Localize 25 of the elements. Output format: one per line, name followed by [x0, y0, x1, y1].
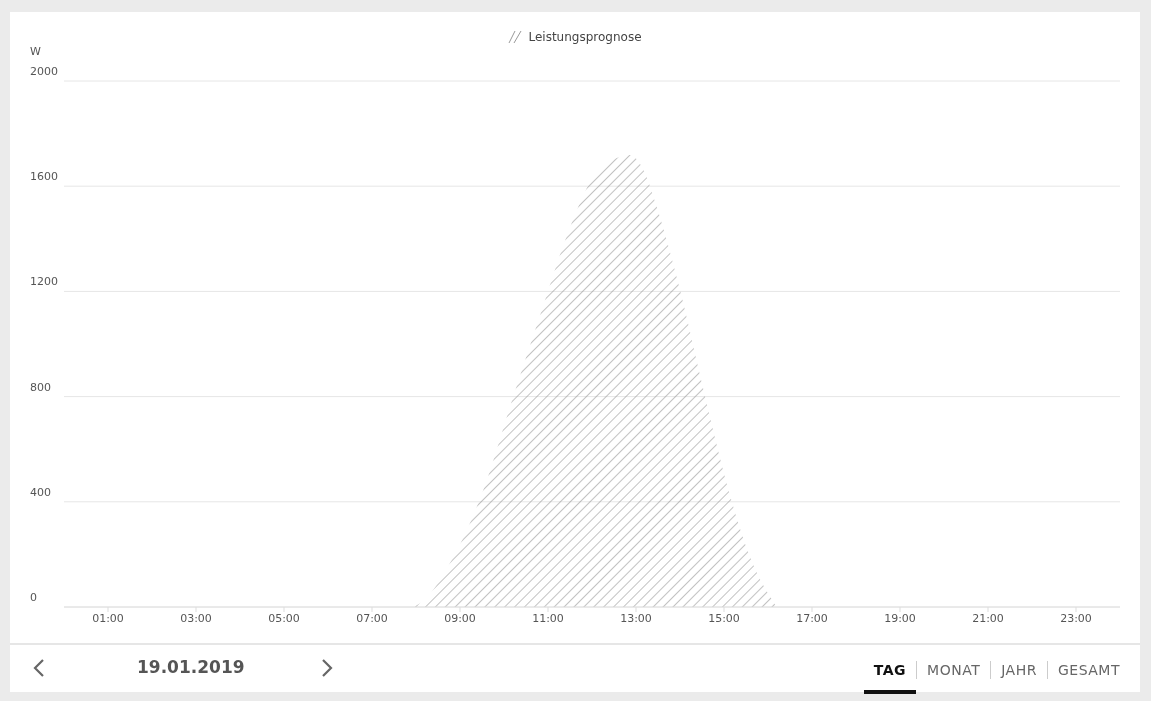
x-tick-label: 13:00 [620, 611, 652, 625]
x-tick-label: 05:00 [268, 611, 300, 625]
text: Leistungsprognose [528, 30, 642, 44]
text: MONAT [926, 660, 982, 680]
y-tick-label: 2000 [30, 65, 58, 78]
x-tick-label: 07:00 [356, 611, 388, 625]
text: 19.01.2019 [137, 657, 245, 677]
x-tick-label: 21:00 [972, 611, 1004, 625]
x-tick-label: 19:00 [884, 611, 916, 625]
y-tick-label: 1600 [30, 170, 58, 184]
x-tick-label: 15:00 [708, 611, 740, 625]
text: GESAMT [1056, 660, 1121, 680]
x-tick-label: 17:00 [796, 611, 828, 625]
y-tick-label: 800 [30, 380, 51, 394]
x-tick-label: 01:00 [92, 611, 124, 625]
y-axis-title: W [30, 45, 41, 58]
y-tick-label: 0 [30, 591, 37, 604]
x-tick-label: 09:00 [444, 611, 476, 625]
x-tick-label: 23:00 [1060, 611, 1092, 625]
text: TAG [863, 645, 917, 694]
x-tick-label: 11:00 [532, 611, 564, 625]
y-tick-label: 1200 [30, 275, 58, 289]
x-tick-label: 03:00 [180, 611, 212, 625]
text: JAHR [999, 660, 1038, 680]
y-tick-label: 400 [30, 485, 51, 499]
